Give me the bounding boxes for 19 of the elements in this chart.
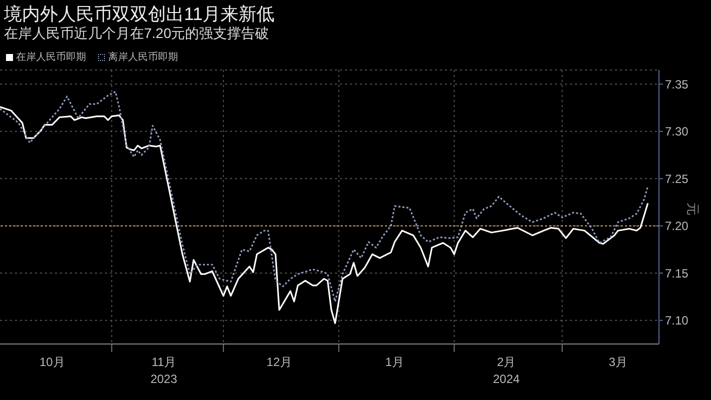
y-tick-label: 7.30	[665, 124, 689, 139]
x-tick-label: 10月	[39, 355, 65, 369]
line-series	[0, 90, 649, 302]
x-tick-label: 11月 2023	[150, 355, 178, 386]
x-tick-label: 2月 2024	[493, 355, 520, 386]
legend-label: 离岸人民币即期	[108, 50, 178, 64]
y-tick-label: 7.35	[665, 77, 689, 92]
y-tick-label: 7.10	[665, 314, 689, 328]
chart-subtitle: 在岸人民币近几个月在7.20元的强支撑告破	[4, 25, 270, 43]
y-tick-label: 7.25	[665, 172, 689, 186]
y-tick-label: 7.15	[665, 266, 689, 280]
y-axis-title: 元	[684, 202, 702, 216]
x-tick-label: 1月	[385, 355, 404, 369]
chart-title: 境内外人民币双双创出11月来新低	[4, 3, 275, 26]
line-series	[0, 106, 649, 324]
y-tick-label: 7.20	[665, 219, 689, 234]
x-tick-label: 12月	[266, 355, 292, 369]
x-tick-label: 3月	[608, 355, 628, 369]
legend-label: 在岸人民币即期	[16, 50, 86, 64]
